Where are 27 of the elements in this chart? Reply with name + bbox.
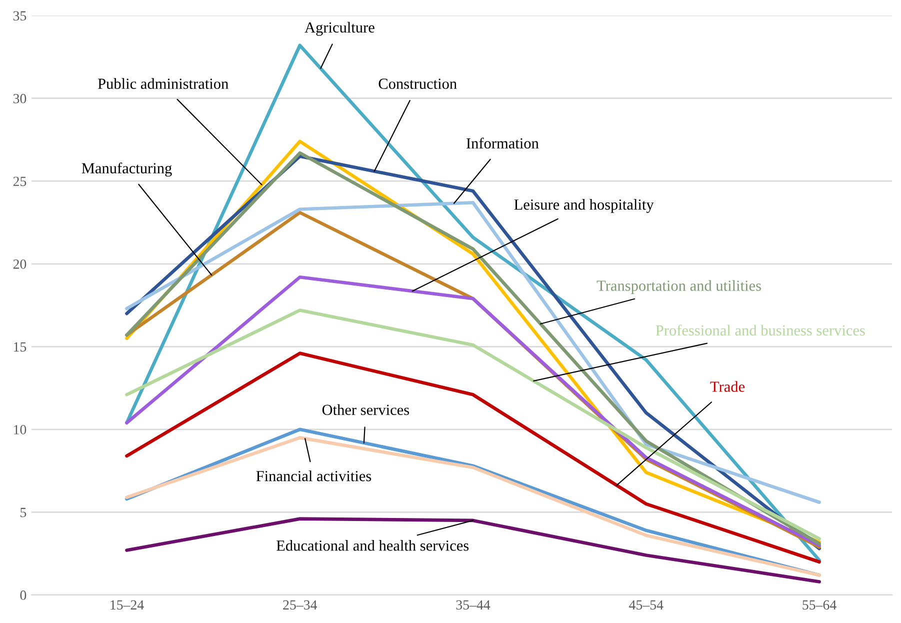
y-tick-label: 0 <box>20 590 26 600</box>
text: Professional and business services <box>656 324 865 336</box>
text: Manufacturing <box>82 162 172 177</box>
line-series <box>125 352 821 564</box>
x-tick-label: 55–64 <box>802 600 836 610</box>
text: Leisure and hospitality <box>514 198 654 213</box>
x-tick-label: 35–44 <box>456 600 490 610</box>
line-series <box>125 517 821 584</box>
text: Transportation and utilities <box>596 280 761 294</box>
text: Public administration <box>98 78 228 89</box>
x-tick-label: 25–34 <box>283 600 318 610</box>
text: Construction <box>378 78 457 89</box>
y-tick-label: 15 <box>14 342 26 352</box>
x-tick-label: 15–24 <box>110 600 144 610</box>
text: Trade <box>710 381 745 392</box>
text: Information <box>466 138 539 149</box>
y-tick-label: 20 <box>13 259 26 269</box>
x-tick-label: 45–54 <box>629 600 664 610</box>
series-label: Agriculture <box>304 22 374 36</box>
series-label: Other services <box>322 404 410 416</box>
series-label: Educational and health services <box>276 540 469 551</box>
series-label: Financial activities <box>256 470 372 482</box>
y-tick-label: 10 <box>14 425 26 434</box>
y-tick-label: 5 <box>20 508 26 518</box>
y-tick-label: 35 <box>13 11 26 21</box>
y-tick-label: 30 <box>13 94 26 104</box>
y-tick-label: 25 <box>13 176 26 186</box>
